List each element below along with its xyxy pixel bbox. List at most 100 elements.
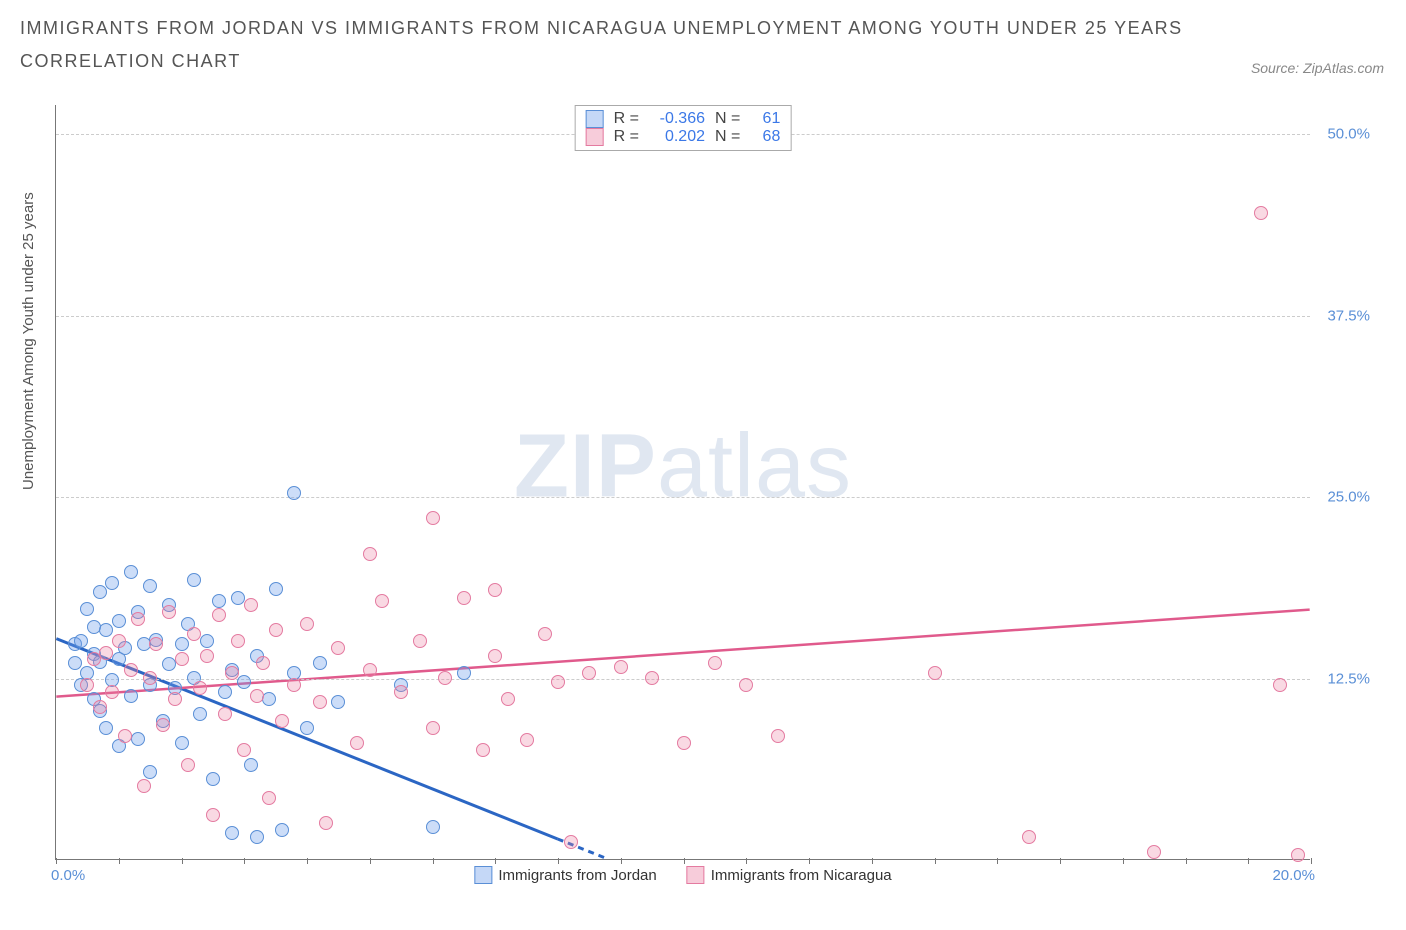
point-nicaragua xyxy=(112,634,126,648)
point-nicaragua xyxy=(162,605,176,619)
point-jordan xyxy=(193,707,207,721)
point-jordan xyxy=(250,830,264,844)
x-tick xyxy=(433,858,434,864)
title-line-2: CORRELATION CHART xyxy=(20,51,1386,72)
point-jordan xyxy=(200,634,214,648)
point-jordan xyxy=(175,637,189,651)
x-tick xyxy=(1186,858,1187,864)
point-nicaragua xyxy=(313,695,327,709)
point-nicaragua xyxy=(375,594,389,608)
legend-row-jordan: R = -0.366 N = 61 xyxy=(586,110,781,128)
point-nicaragua xyxy=(105,685,119,699)
point-nicaragua xyxy=(614,660,628,674)
swatch-pink-icon xyxy=(687,866,705,884)
point-nicaragua xyxy=(1022,830,1036,844)
point-jordan xyxy=(112,614,126,628)
point-nicaragua xyxy=(739,678,753,692)
point-jordan xyxy=(105,576,119,590)
plot-area: ZIPatlas R = -0.366 N = 61 R = 0.202 N =… xyxy=(55,105,1310,860)
x-tick xyxy=(1311,858,1312,864)
x-tick xyxy=(307,858,308,864)
point-nicaragua xyxy=(93,700,107,714)
point-nicaragua xyxy=(118,729,132,743)
x-tick xyxy=(119,858,120,864)
point-nicaragua xyxy=(156,718,170,732)
point-nicaragua xyxy=(149,637,163,651)
x-tick xyxy=(746,858,747,864)
point-nicaragua xyxy=(501,692,515,706)
point-jordan xyxy=(124,565,138,579)
x-tick xyxy=(1123,858,1124,864)
point-nicaragua xyxy=(677,736,691,750)
point-nicaragua xyxy=(551,675,565,689)
point-jordan xyxy=(331,695,345,709)
point-nicaragua xyxy=(771,729,785,743)
series-legend: Immigrants from Jordan Immigrants from N… xyxy=(474,866,891,884)
y-axis-label: Unemployment Among Youth under 25 years xyxy=(20,192,37,490)
point-jordan xyxy=(218,685,232,699)
point-nicaragua xyxy=(1147,845,1161,859)
y-tick-label: 25.0% xyxy=(1315,489,1370,506)
x-tick xyxy=(684,858,685,864)
point-jordan xyxy=(244,758,258,772)
point-nicaragua xyxy=(287,678,301,692)
point-nicaragua xyxy=(520,733,534,747)
point-jordan xyxy=(99,623,113,637)
point-nicaragua xyxy=(250,689,264,703)
point-jordan xyxy=(187,573,201,587)
point-nicaragua xyxy=(538,627,552,641)
point-jordan xyxy=(143,765,157,779)
point-nicaragua xyxy=(256,656,270,670)
legend-row-nicaragua: R = 0.202 N = 68 xyxy=(586,128,781,146)
point-nicaragua xyxy=(175,652,189,666)
swatch-blue-icon xyxy=(586,110,604,128)
point-nicaragua xyxy=(426,511,440,525)
chart-header: IMMIGRANTS FROM JORDAN VS IMMIGRANTS FRO… xyxy=(0,0,1406,72)
chart-container: ZIPatlas R = -0.366 N = 61 R = 0.202 N =… xyxy=(55,105,1375,880)
point-nicaragua xyxy=(645,671,659,685)
point-nicaragua xyxy=(1291,848,1305,862)
point-jordan xyxy=(68,656,82,670)
x-axis-max-label: 20.0% xyxy=(1272,867,1315,884)
gridline xyxy=(56,497,1310,498)
legend-item-jordan: Immigrants from Jordan xyxy=(474,866,656,884)
point-jordan xyxy=(237,675,251,689)
point-nicaragua xyxy=(231,634,245,648)
x-tick xyxy=(56,858,57,864)
point-jordan xyxy=(287,486,301,500)
point-jordan xyxy=(131,732,145,746)
point-jordan xyxy=(124,689,138,703)
point-nicaragua xyxy=(137,779,151,793)
x-tick xyxy=(1060,858,1061,864)
y-tick-label: 50.0% xyxy=(1315,126,1370,143)
point-nicaragua xyxy=(363,663,377,677)
point-nicaragua xyxy=(193,681,207,695)
point-nicaragua xyxy=(394,685,408,699)
swatch-blue-icon xyxy=(474,866,492,884)
point-nicaragua xyxy=(187,627,201,641)
x-tick xyxy=(1248,858,1249,864)
point-jordan xyxy=(80,602,94,616)
x-tick xyxy=(244,858,245,864)
point-nicaragua xyxy=(99,646,113,660)
x-tick xyxy=(872,858,873,864)
point-nicaragua xyxy=(218,707,232,721)
point-nicaragua xyxy=(582,666,596,680)
x-tick xyxy=(558,858,559,864)
point-nicaragua xyxy=(300,617,314,631)
x-tick xyxy=(935,858,936,864)
point-nicaragua xyxy=(319,816,333,830)
point-nicaragua xyxy=(331,641,345,655)
point-nicaragua xyxy=(200,649,214,663)
x-axis-min-label: 0.0% xyxy=(51,867,85,884)
point-jordan xyxy=(269,582,283,596)
point-jordan xyxy=(457,666,471,680)
point-jordan xyxy=(313,656,327,670)
point-nicaragua xyxy=(80,678,94,692)
point-nicaragua xyxy=(413,634,427,648)
point-jordan xyxy=(262,692,276,706)
x-tick xyxy=(370,858,371,864)
point-jordan xyxy=(74,634,88,648)
point-nicaragua xyxy=(212,608,226,622)
point-nicaragua xyxy=(350,736,364,750)
